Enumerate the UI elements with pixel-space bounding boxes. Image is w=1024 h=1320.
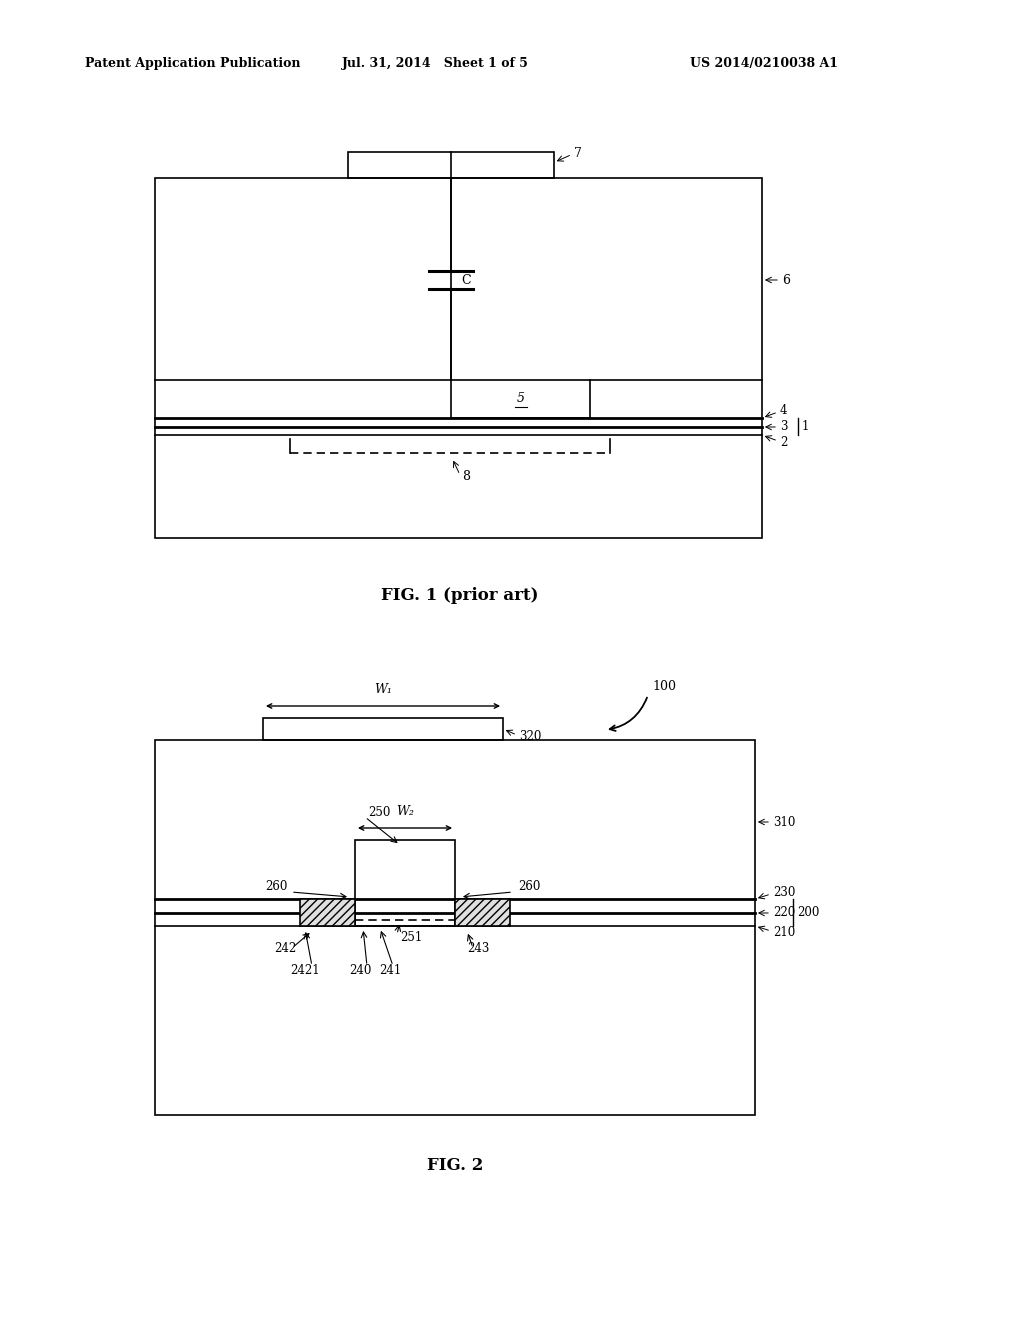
Text: 100: 100 (652, 680, 676, 693)
Text: US 2014/0210038 A1: US 2014/0210038 A1 (690, 57, 838, 70)
Text: 310: 310 (773, 816, 796, 829)
Text: 2421: 2421 (290, 964, 319, 977)
Text: 200: 200 (797, 906, 819, 919)
Text: 240: 240 (349, 964, 371, 977)
Bar (455, 899, 510, 927)
Text: W₂: W₂ (396, 805, 414, 818)
Text: 260: 260 (265, 879, 288, 892)
Bar (155, 178, 762, 539)
Text: 7: 7 (574, 147, 582, 160)
Text: 1: 1 (802, 420, 809, 433)
Text: W₁: W₁ (374, 682, 392, 696)
Text: 8: 8 (462, 470, 470, 483)
Text: C: C (461, 273, 471, 286)
Bar (355, 840, 455, 927)
Bar (263, 718, 503, 741)
Text: 6: 6 (782, 273, 790, 286)
Text: 4: 4 (780, 404, 787, 417)
Text: 3: 3 (780, 421, 787, 433)
Bar (300, 899, 355, 927)
Text: 250: 250 (368, 805, 390, 818)
Text: 243: 243 (467, 941, 489, 954)
Bar (348, 152, 554, 178)
Text: 230: 230 (773, 887, 796, 899)
Text: 5: 5 (516, 392, 524, 405)
Text: 242: 242 (273, 941, 296, 954)
Text: 2: 2 (780, 436, 787, 449)
Text: 260: 260 (518, 879, 541, 892)
Text: Patent Application Publication: Patent Application Publication (85, 57, 300, 70)
Text: 210: 210 (773, 925, 796, 939)
Text: Jul. 31, 2014   Sheet 1 of 5: Jul. 31, 2014 Sheet 1 of 5 (342, 57, 528, 70)
Text: FIG. 2: FIG. 2 (427, 1156, 483, 1173)
Text: FIG. 1 (prior art): FIG. 1 (prior art) (381, 586, 539, 603)
Bar (155, 741, 755, 1115)
Text: 320: 320 (519, 730, 542, 742)
Text: 241: 241 (379, 964, 401, 977)
Text: 220: 220 (773, 907, 796, 920)
Text: 251: 251 (400, 931, 422, 944)
